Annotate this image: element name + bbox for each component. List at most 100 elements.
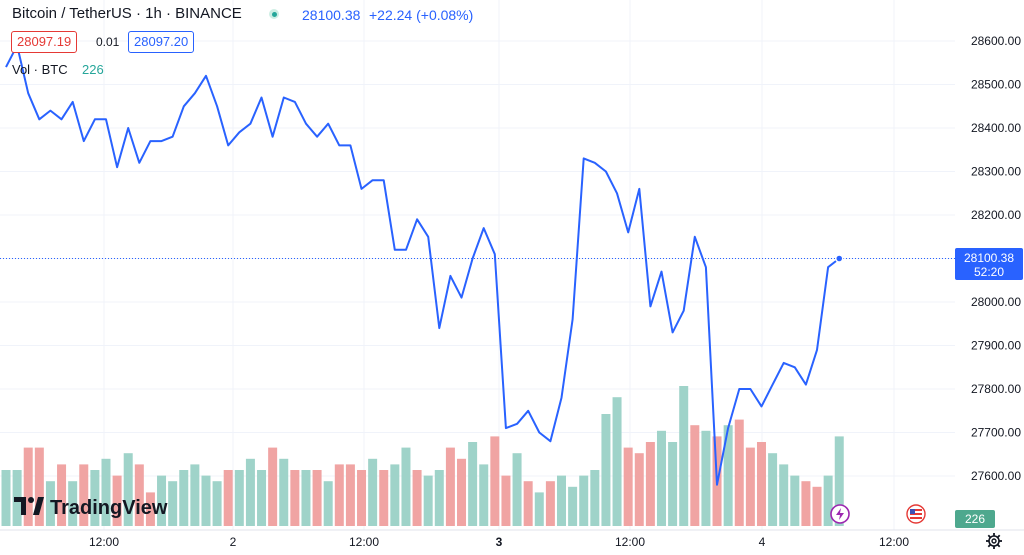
volume-bar xyxy=(779,464,789,526)
x-tick-label: 4 xyxy=(759,535,766,549)
volume-bar xyxy=(412,470,422,526)
x-tick-label: 12:00 xyxy=(615,535,645,549)
volume-bar xyxy=(656,430,666,526)
volume-bar xyxy=(479,464,489,526)
us-flag-event-icon[interactable] xyxy=(906,504,926,524)
volume-bar xyxy=(323,481,333,526)
volume-bar xyxy=(734,419,744,526)
price-line xyxy=(5,44,840,486)
volume-bar xyxy=(645,442,655,526)
y-tick-label: 28200.00 xyxy=(971,208,1021,222)
y-tick-label: 28500.00 xyxy=(971,78,1021,92)
volume-bar xyxy=(90,470,100,526)
volume-bar xyxy=(45,481,55,526)
x-tick-label: 12:00 xyxy=(879,535,909,549)
price-badge xyxy=(955,248,1023,280)
volume-bar xyxy=(568,486,578,526)
settings-gear-icon[interactable] xyxy=(986,533,1002,549)
volume-bar xyxy=(257,470,267,526)
volume-bar xyxy=(34,447,44,526)
volume-bar xyxy=(79,464,89,526)
volume-bar xyxy=(301,470,311,526)
volume-bar xyxy=(557,475,566,526)
volume-bar xyxy=(212,481,222,526)
volume-bar xyxy=(279,458,289,526)
time-axis: 12:00 2 12:00 3 12:00 4 12:00 xyxy=(89,535,909,549)
volume-bar xyxy=(357,470,367,526)
volume-bar xyxy=(601,414,611,526)
volume-label: Vol · BTC xyxy=(12,62,68,77)
volume-bar xyxy=(23,447,33,526)
volume-bar xyxy=(190,464,200,526)
volume-bar xyxy=(679,386,689,526)
volume-bar xyxy=(490,436,500,526)
volume-bar xyxy=(579,475,589,526)
volume-bar xyxy=(768,453,778,526)
y-tick-label: 27600.00 xyxy=(971,469,1021,483)
price-badge-countdown: 52:20 xyxy=(974,265,1004,279)
last-price: 28100.38 xyxy=(302,7,361,23)
volume-bar xyxy=(401,447,411,526)
volume-bar xyxy=(745,447,755,526)
price-axis: 27600.00 27700.00 27800.00 27900.00 28000.00… xyxy=(971,34,1021,483)
volume-bar xyxy=(534,492,544,526)
volume-bar xyxy=(457,458,467,526)
volume-bar xyxy=(245,458,255,526)
volume-bar xyxy=(234,470,244,526)
volume-badge-value: 226 xyxy=(965,512,985,526)
y-tick-label: 27800.00 xyxy=(971,382,1021,396)
lightning-event-icon[interactable] xyxy=(830,504,850,524)
symbol-title[interactable]: Bitcoin / TetherUS · 1h · BINANCE xyxy=(12,5,242,22)
volume-bar xyxy=(134,464,144,526)
volume-bar xyxy=(545,481,555,526)
spread-value: 0.01 xyxy=(96,35,120,49)
x-tick-label: 12:00 xyxy=(349,535,379,549)
volume-bar xyxy=(123,453,133,526)
volume-bar xyxy=(468,442,478,526)
y-tick-label: 27700.00 xyxy=(971,426,1021,440)
y-tick-label: 28300.00 xyxy=(971,165,1021,179)
volume-badge xyxy=(955,510,995,528)
volume-bar xyxy=(434,470,444,526)
x-tick-label: 3 xyxy=(496,535,503,549)
volume-bar xyxy=(668,442,678,526)
y-tick-label: 28400.00 xyxy=(971,121,1021,135)
last-price-dot xyxy=(835,254,844,263)
volume-bar xyxy=(1,470,11,526)
bid-price-button[interactable]: 28097.19 xyxy=(11,31,78,53)
volume-bars xyxy=(1,386,844,526)
price-badge-value: 28100.38 xyxy=(964,251,1014,265)
volume-bar xyxy=(57,464,67,526)
volume-bar xyxy=(223,470,233,526)
volume-bar xyxy=(523,481,533,526)
y-tick-label: 27900.00 xyxy=(971,339,1021,353)
y-tick-label: 28000.00 xyxy=(971,295,1021,309)
volume-bar xyxy=(145,492,155,526)
volume-bar xyxy=(157,475,167,526)
volume-bar xyxy=(756,442,766,526)
x-tick-label: 12:00 xyxy=(89,535,119,549)
volume-bar xyxy=(112,475,122,526)
volume-bar xyxy=(290,470,300,526)
volume-bar xyxy=(201,475,211,526)
volume-bar xyxy=(445,447,455,526)
volume-bar xyxy=(612,397,622,526)
volume-bar xyxy=(368,458,378,526)
volume-bar xyxy=(701,430,711,526)
volume-value: 226 xyxy=(82,62,104,77)
volume-bar xyxy=(390,464,400,526)
market-status-icon xyxy=(269,9,279,19)
price-change: +22.24 (+0.08%) xyxy=(369,7,474,23)
volume-bar xyxy=(723,425,733,526)
volume-bar xyxy=(501,475,511,526)
volume-bar xyxy=(101,458,111,526)
volume-bar xyxy=(334,464,344,526)
volume-bar xyxy=(68,481,78,526)
ask-price-button[interactable]: 28097.20 xyxy=(128,31,195,53)
volume-bar xyxy=(634,453,644,526)
volume-bar xyxy=(312,470,322,526)
volume-bar xyxy=(812,486,822,526)
volume-bar xyxy=(801,481,811,526)
volume-bar xyxy=(345,464,355,526)
